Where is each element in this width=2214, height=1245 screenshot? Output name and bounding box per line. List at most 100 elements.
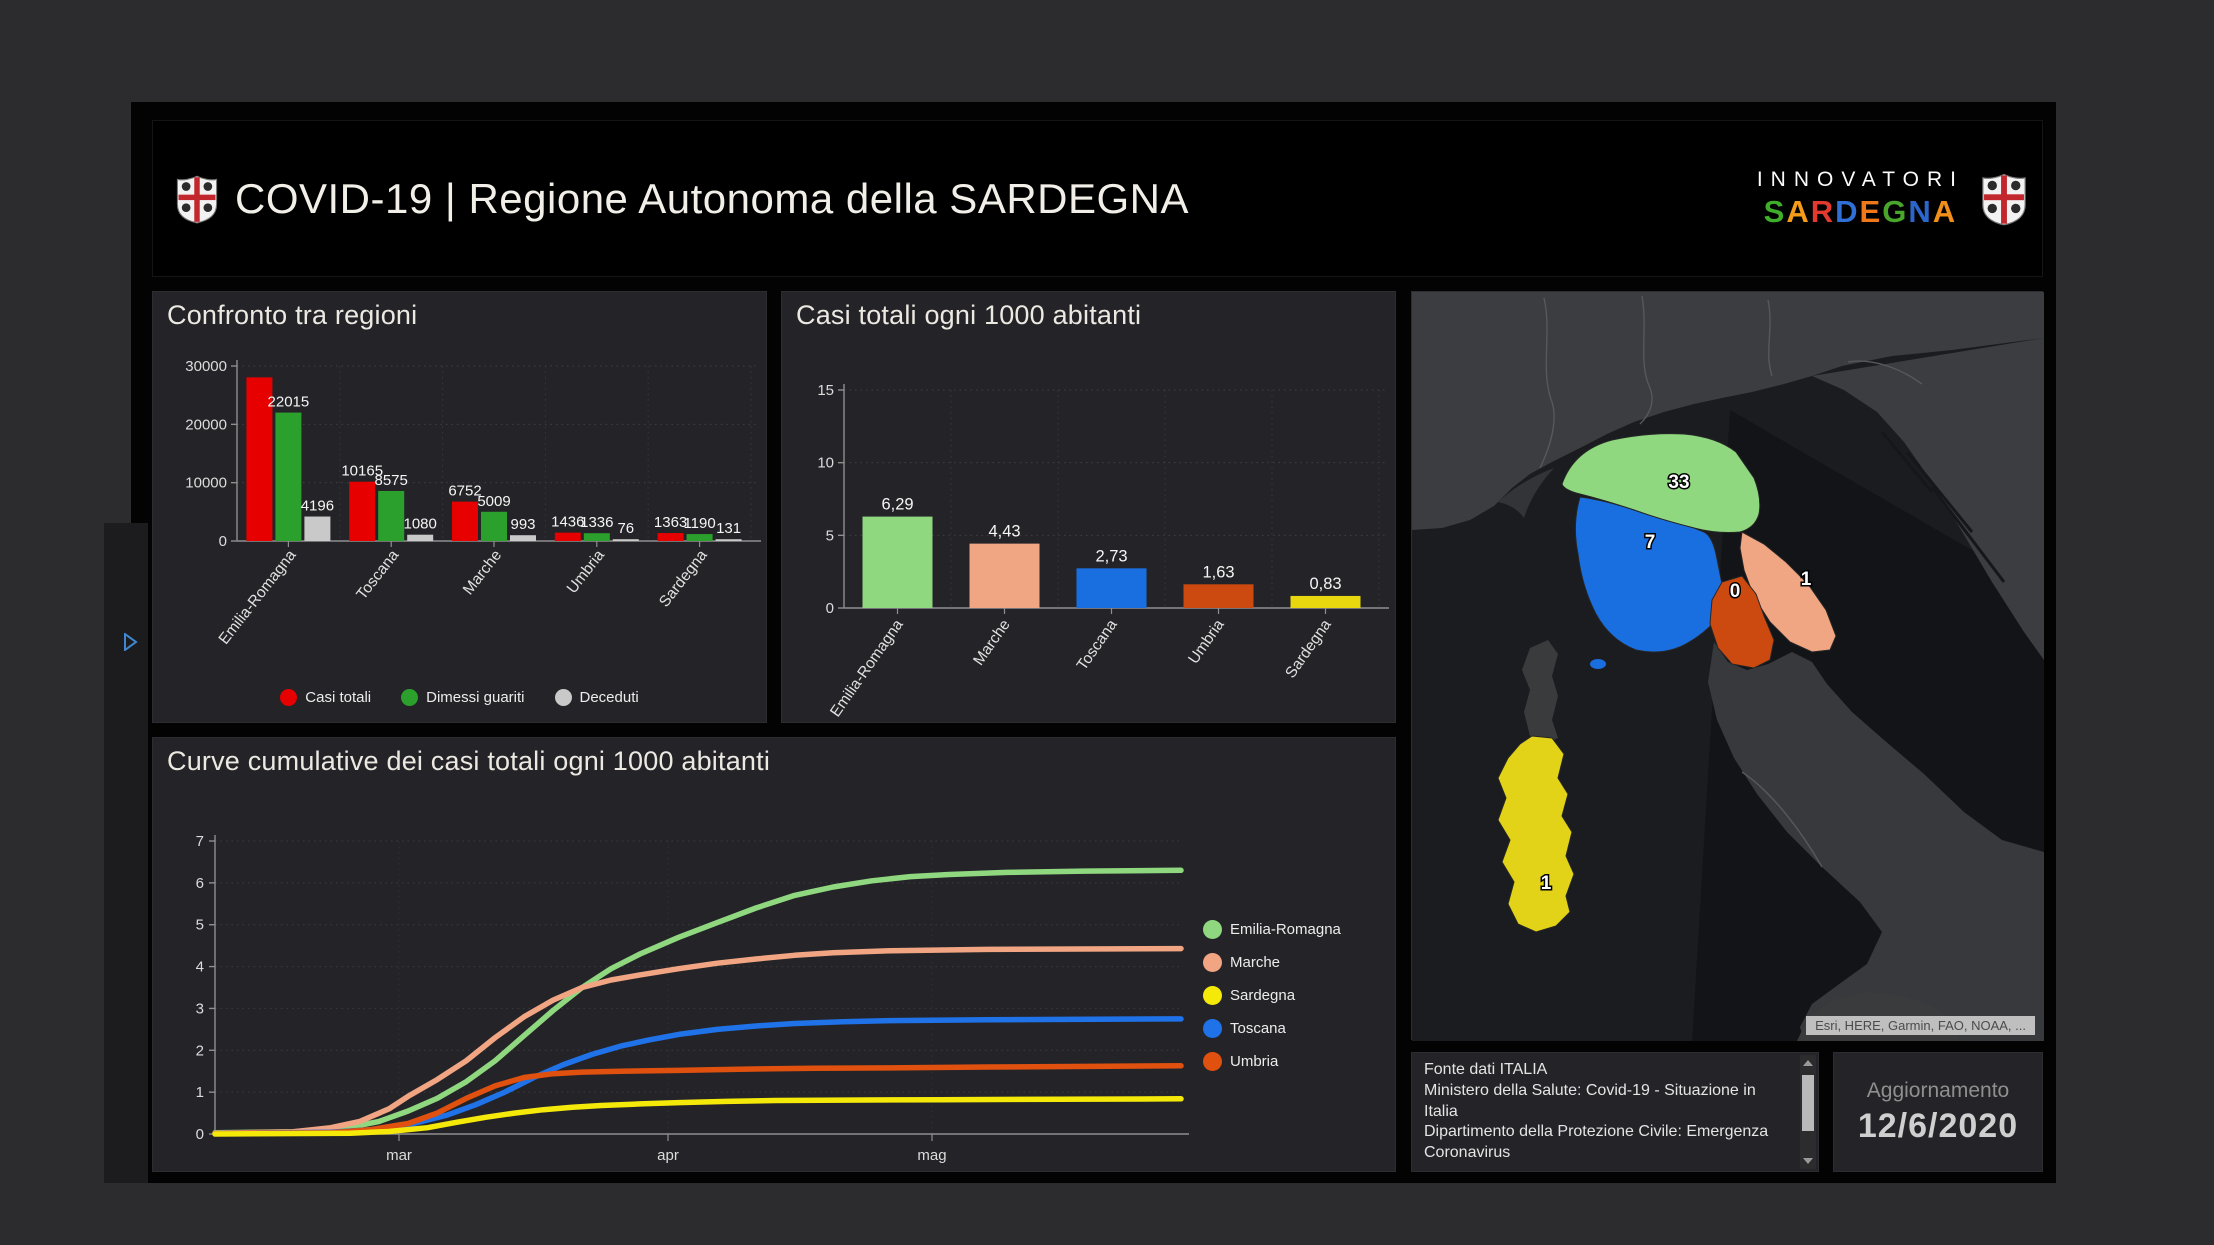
map-label-marche: 1 [1801,569,1812,590]
svg-text:4196: 4196 [301,498,334,515]
legend-item-sardegna[interactable]: Sardegna [1203,986,1341,1005]
svg-text:6752: 6752 [448,483,481,500]
gridlines [237,365,759,541]
legend-item-umbria[interactable]: Umbria [1203,1052,1341,1071]
svg-text:1080: 1080 [404,516,437,533]
bar-deceduti-marche[interactable] [510,535,536,541]
bar-deceduti-toscana[interactable] [407,534,434,541]
panel-curve-cumulative: Curve cumulative dei casi totali ogni 10… [152,737,1396,1172]
logo-line1: INNOVATORI [1756,167,1964,191]
bar-dimessi-guariti-emilia-romagna[interactable] [275,412,302,541]
bar-dimessi-guariti-marche[interactable] [481,511,507,541]
svg-text:10165: 10165 [341,463,383,480]
map-region-sardegna[interactable] [1497,735,1575,933]
svg-text:5009: 5009 [477,493,510,510]
x-category-label: Marche [970,617,1014,669]
svg-text:30000: 30000 [185,358,227,375]
legend-label: Deceduti [579,689,639,706]
bars [862,516,1361,608]
legend-item-casi-totali[interactable]: Casi totali [280,689,371,706]
bar-marche[interactable] [969,543,1040,608]
collapsed-sidebar-strip [104,523,148,1183]
panel-title: Casi totali ogni 1000 abitanti [796,300,1142,330]
bar-deceduti-emilia-romagna[interactable] [304,516,331,541]
legend-item-emilia-romagna[interactable]: Emilia-Romagna [1203,920,1341,939]
line-umbria[interactable] [212,1063,1184,1137]
map-label-sardegna: 1 [1541,873,1552,894]
logo-letter: N [1908,193,1933,229]
line-toscana[interactable] [212,1016,1184,1137]
header: COVID-19 | Regione Autonoma della SARDEG… [152,120,2043,277]
map-region-marche[interactable] [1739,531,1837,653]
bar-dimessi-guariti-umbria[interactable] [583,533,610,541]
bar-sardegna[interactable] [1290,595,1361,608]
bar-emilia-romagna[interactable] [862,516,933,608]
svg-text:131: 131 [716,520,741,537]
x-category-label: Sardegna [1282,616,1335,681]
innovatori-sardegna-logo: INNOVATORI SARDEGNA [1757,168,2028,230]
bar-casi-totali-emilia-romagna[interactable] [246,377,273,541]
x-tick-label: apr [657,1147,679,1164]
x-category-label: Toscana [353,547,402,603]
scrollbar-thumb[interactable] [1802,1075,1814,1131]
svg-text:2: 2 [196,1042,204,1059]
legend-dot-icon [1203,920,1222,939]
svg-text:5: 5 [826,527,834,544]
bar-deceduti-sardegna[interactable] [715,539,742,541]
logo-letter: E [1859,193,1883,229]
legend-label: Casi totali [305,689,372,706]
svg-text:22015: 22015 [268,394,310,411]
series-lines [212,867,1184,1137]
svg-text:10: 10 [817,455,834,472]
panel-map: 33 7 1 0 1 Esri, HERE, Garmin, FAO, NOAA, ..… [1411,291,2044,1041]
legend-item-toscana[interactable]: Toscana [1203,1019,1341,1038]
x-category-label: Sardegna [656,547,711,611]
bar-toscana[interactable] [1076,568,1147,608]
bar-casi-totali-sardegna[interactable] [657,533,684,541]
legend-label: Umbria [1230,1053,1279,1070]
expand-panel-arrow-icon[interactable] [124,633,138,651]
scroll-down-arrow-icon[interactable] [1800,1153,1816,1169]
svg-text:20000: 20000 [185,416,227,433]
legend-item-marche[interactable]: Marche [1203,953,1341,972]
scroll-up-arrow-icon[interactable] [1800,1055,1816,1071]
legend-dot-icon [280,689,298,706]
cumulative-line-chart[interactable]: 0 1 2 3 4 5 6 7 mar apr mag [153,782,1397,1173]
logo-letter: G [1882,193,1909,229]
casi-1000-bar-chart[interactable]: 0 5 10 15 6,29 Emilia-Romagna 4,43 Marche 2,73 To… [782,340,1397,724]
italy-regions-map[interactable]: 33 7 1 0 1 [1412,292,2044,1041]
x-category-label: Emilia-Romagna [216,547,300,648]
gridlines [215,840,1181,1134]
chart3-legend: Emilia-Romagna Marche Sardegna Toscana Umbri… [1203,920,1341,1071]
bar-dimessi-guariti-sardegna[interactable] [686,534,713,541]
bar-value-label: 0,83 [1309,575,1341,593]
legend-item-deceduti[interactable]: Deceduti [554,689,639,706]
map-region-umbria[interactable] [1709,575,1775,669]
fonte-line: Dipartimento della Protezione Civile: Em… [1424,1123,1769,1162]
bar-dimessi-guariti-toscana[interactable] [378,490,405,541]
map-island-elba [1590,659,1606,669]
legend-item-dimessi-guariti[interactable]: Dimessi guariti [401,689,525,706]
gridlines [844,389,1387,608]
bar-deceduti-umbria[interactable] [612,539,639,541]
bar-casi-totali-umbria[interactable] [554,532,581,541]
legend-dot-icon [554,689,572,706]
fonte-scrollbar[interactable] [1800,1055,1816,1169]
panel-fonte-dati: Fonte dati ITALIA Ministero della Salute… [1411,1052,1819,1172]
logo-letter: A [1786,193,1811,229]
bar-value-label: 4,43 [988,523,1020,541]
map-region-labels: 33 7 1 0 1 [1539,471,1813,896]
line-emilia-romagna[interactable] [212,867,1184,1136]
bar-value-label: 2,73 [1095,547,1127,565]
logo-letter: D [1835,193,1860,229]
line-marche[interactable] [212,945,1184,1136]
page-title: COVID-19 | Regione Autonoma della SARDEG… [235,174,1190,222]
map-region-emilia-romagna[interactable] [1561,433,1761,533]
map-region-toscana[interactable] [1574,496,1724,653]
bar-casi-totali-toscana[interactable] [349,481,376,541]
bar-casi-totali-marche[interactable] [452,501,478,541]
line-sardegna[interactable] [212,1096,1184,1137]
bar-umbria[interactable] [1183,584,1254,608]
